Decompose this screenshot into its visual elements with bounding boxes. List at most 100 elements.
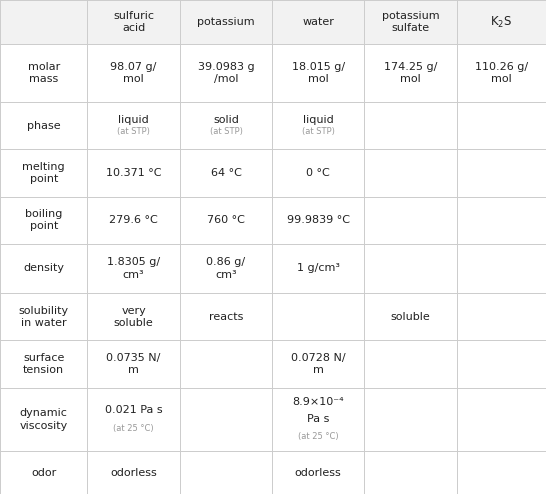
Text: 760 °C: 760 °C [207,215,245,225]
Bar [87,244,180,293]
Bar [180,0,272,44]
Bar [364,340,456,388]
Bar [364,102,456,149]
Text: 64 °C: 64 °C [211,168,241,178]
Text: (at STP): (at STP) [302,127,335,136]
Bar [180,44,272,102]
Text: 0.0735 N/
m: 0.0735 N/ m [106,353,161,375]
Text: very
soluble: very soluble [114,306,153,328]
Text: 0.0728 N/
m: 0.0728 N/ m [291,353,346,375]
Text: molar
mass: molar mass [28,62,60,84]
Text: 279.6 °C: 279.6 °C [109,215,158,225]
Text: solid: solid [213,115,239,124]
Bar [456,0,546,44]
Bar [364,244,456,293]
Bar [272,0,364,44]
Bar [0,388,87,451]
Text: soluble: soluble [391,312,430,322]
Bar [180,451,272,494]
Text: 18.015 g/
mol: 18.015 g/ mol [292,62,345,84]
Bar [180,340,272,388]
Text: 1 g/cm³: 1 g/cm³ [296,263,340,274]
Text: 99.9839 °C: 99.9839 °C [287,215,350,225]
Bar [364,388,456,451]
Bar [87,451,180,494]
Text: potassium
sulfate: potassium sulfate [382,11,440,33]
Text: Pa s: Pa s [307,414,329,424]
Bar [272,102,364,149]
Bar [87,388,180,451]
Bar [180,149,272,197]
Text: (at 25 °C): (at 25 °C) [114,424,154,433]
Bar [272,451,364,494]
Text: 0.021 Pa s: 0.021 Pa s [105,406,163,415]
Bar [87,44,180,102]
Text: phase: phase [27,121,61,130]
Bar [180,244,272,293]
Text: dynamic
viscosity: dynamic viscosity [20,408,68,431]
Bar [272,149,364,197]
Bar [456,197,546,244]
Bar [456,340,546,388]
Bar [0,197,87,244]
Bar [0,340,87,388]
Bar [456,388,546,451]
Text: 8.9×10⁻⁴: 8.9×10⁻⁴ [293,397,344,407]
Text: 39.0983 g
/mol: 39.0983 g /mol [198,62,254,84]
Text: 110.26 g/
mol: 110.26 g/ mol [475,62,528,84]
Bar [456,244,546,293]
Bar [456,102,546,149]
Bar [180,102,272,149]
Text: 174.25 g/
mol: 174.25 g/ mol [384,62,437,84]
Text: density: density [23,263,64,274]
Bar [272,340,364,388]
Text: (at STP): (at STP) [117,127,150,136]
Text: odorless: odorless [110,467,157,478]
Bar [456,293,546,340]
Bar [364,293,456,340]
Bar [272,388,364,451]
Bar [87,197,180,244]
Text: sulfuric
acid: sulfuric acid [113,11,154,33]
Text: odor: odor [31,467,56,478]
Bar [364,0,456,44]
Text: solubility
in water: solubility in water [19,306,69,328]
Text: 10.371 °C: 10.371 °C [106,168,162,178]
Bar [0,451,87,494]
Bar [0,149,87,197]
Text: surface
tension: surface tension [23,353,64,375]
Bar [87,340,180,388]
Text: (at STP): (at STP) [210,127,242,136]
Bar [456,149,546,197]
Bar [272,197,364,244]
Bar [180,197,272,244]
Bar [180,293,272,340]
Bar [364,44,456,102]
Bar [364,197,456,244]
Bar [272,293,364,340]
Text: water: water [302,17,334,27]
Bar [180,388,272,451]
Bar [456,451,546,494]
Bar [272,244,364,293]
Bar [0,44,87,102]
Bar [0,293,87,340]
Text: melting
point: melting point [22,162,65,184]
Bar [87,293,180,340]
Bar [364,149,456,197]
Bar [87,149,180,197]
Bar [0,244,87,293]
Bar [0,102,87,149]
Text: reacts: reacts [209,312,243,322]
Bar [456,44,546,102]
Text: 0.86 g/
cm³: 0.86 g/ cm³ [206,257,246,280]
Text: potassium: potassium [197,17,255,27]
Bar [0,0,87,44]
Text: odorless: odorless [295,467,342,478]
Bar [87,0,180,44]
Text: 0 °C: 0 °C [306,168,330,178]
Text: 98.07 g/
mol: 98.07 g/ mol [110,62,157,84]
Text: $\mathrm{K_2S}$: $\mathrm{K_2S}$ [490,14,513,30]
Bar [87,102,180,149]
Text: liquid: liquid [303,115,334,124]
